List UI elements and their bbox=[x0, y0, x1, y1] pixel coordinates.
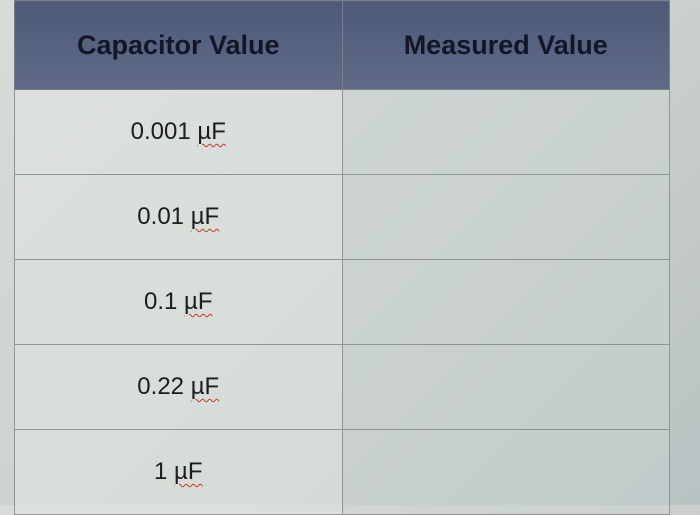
table-row: 0.1 µF bbox=[14, 259, 670, 345]
capacitor-value: 0.1 µF bbox=[14, 259, 343, 345]
measured-cell bbox=[341, 89, 670, 175]
measured-cell bbox=[341, 344, 670, 430]
table-row: 0.22 µF bbox=[14, 344, 670, 430]
table-row: 0.01 µF bbox=[14, 174, 670, 260]
measured-cell bbox=[341, 174, 670, 260]
header-cell: Capacitor Value bbox=[14, 0, 343, 90]
table-row: 0.001 µF bbox=[14, 89, 670, 175]
measured-cell bbox=[341, 259, 670, 345]
capacitor-value: 0.01 µF bbox=[14, 174, 343, 260]
capacitor-value: 1 µF bbox=[14, 429, 343, 515]
header-row: Capacitor Value Measured Value bbox=[14, 0, 670, 90]
capacitor-value: 0.001 µF bbox=[14, 89, 343, 175]
capacitor-value: 0.22 µF bbox=[14, 344, 343, 430]
header-cell: Measured Value bbox=[341, 0, 670, 90]
measured-cell bbox=[341, 429, 670, 515]
table-row: 1 µF bbox=[14, 429, 670, 515]
capacitor-table: Capacitor Value Measured Value 0.001 µF 0… bbox=[14, 0, 670, 515]
